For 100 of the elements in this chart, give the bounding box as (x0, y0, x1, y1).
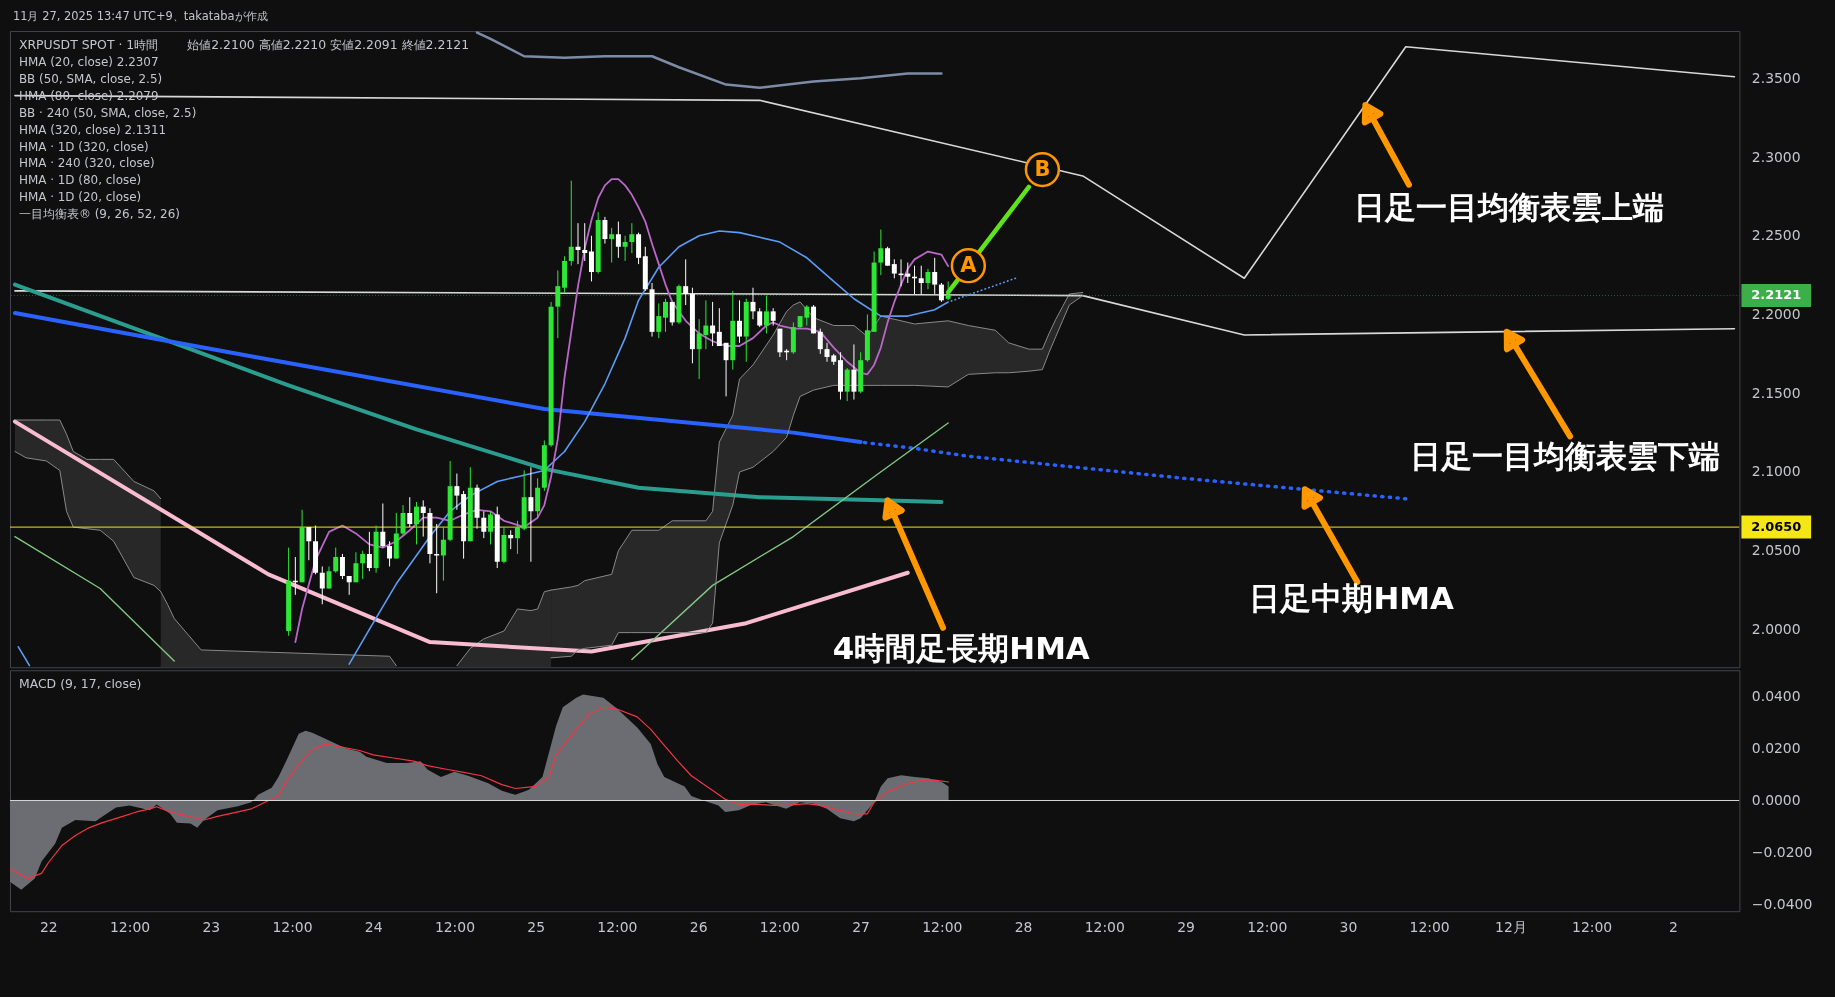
x-tick-label: 2 (1668, 918, 1678, 935)
annotation: BB (50, SMA, close, 2.5) (18, 71, 163, 86)
candlestick (844, 367, 850, 402)
y-tick-label: 2.0500 (1751, 542, 1801, 559)
candlestick (878, 228, 884, 276)
candlestick (508, 529, 514, 550)
candlestick (400, 504, 406, 536)
candlestick (339, 553, 345, 580)
x-tick-label: 22 (39, 918, 58, 935)
candlestick (353, 551, 359, 583)
annotation: 4時間足長期HMA (832, 629, 1090, 666)
candlestick (656, 302, 662, 339)
candlestick (757, 307, 763, 328)
x-tick-label: 12:00 (922, 918, 963, 935)
x-tick-label: 12:00 (1572, 918, 1613, 935)
candlestick (777, 328, 783, 358)
candlestick (514, 520, 520, 555)
annotation: HMA · 1D (20, close) (18, 190, 142, 205)
x-tick-label: 12:00 (1247, 918, 1288, 935)
candlestick (683, 258, 689, 306)
x-tick-label: 24 (364, 918, 383, 935)
y-tick-label: 2.1500 (1751, 384, 1801, 401)
candlestick (360, 550, 366, 580)
candlestick (380, 502, 386, 549)
y-tick-label: 0.0000 (1751, 791, 1801, 808)
candlestick (615, 221, 621, 259)
y-tick-label: −0.0200 (1751, 844, 1813, 861)
candlestick (528, 466, 534, 563)
annotation: 一目均衡表® (9, 26, 52, 26) (18, 207, 180, 222)
x-tick-label: 30 (1339, 918, 1358, 935)
candlestick (925, 268, 931, 290)
candlestick (622, 235, 628, 262)
candlestick (555, 269, 561, 339)
y-tick-label: −0.0400 (1751, 896, 1813, 913)
candlestick (366, 531, 372, 572)
candlestick (602, 216, 608, 245)
candlestick (387, 540, 393, 567)
candlestick (723, 342, 729, 397)
x-tick-label: 27 (852, 918, 870, 935)
annotation: BB · 240 (50, SMA, close, 2.5) (18, 105, 197, 120)
candlestick (414, 501, 419, 545)
y-tick-label: 2.2000 (1751, 305, 1801, 322)
x-tick-label: 12:00 (1084, 918, 1125, 935)
text: 始値2.2100 高値2.2210 安値2.2091 終値2.2121 (187, 36, 470, 52)
candlestick (851, 343, 857, 401)
x-tick-label: 23 (202, 918, 221, 935)
text: MACD (9, 17, close) (18, 676, 142, 692)
ref-line-label: 2.2121 (1751, 287, 1802, 303)
candlestick (407, 496, 413, 528)
y-tick-label: 2.3500 (1751, 69, 1801, 86)
candlestick (763, 295, 769, 334)
y-tick-label: 0.0400 (1751, 687, 1801, 704)
candlestick (885, 246, 891, 267)
line-series (12, 282, 944, 504)
candlestick (750, 287, 756, 320)
annotation: HMA · 1D (320, close) (18, 139, 149, 154)
x-tick-label: 28 (1014, 918, 1033, 935)
y-tick-label: 2.2500 (1751, 227, 1801, 244)
annotation: HMA · 1D (80, close) (18, 173, 142, 188)
annotation: HMA · 240 (320, close) (18, 156, 155, 171)
x-tick-label: 25 (527, 918, 546, 935)
candlestick (609, 227, 615, 264)
candlestick (918, 265, 924, 295)
candlestick (945, 280, 951, 301)
candlestick (454, 473, 460, 511)
y-tick-label: 2.1000 (1751, 463, 1801, 480)
x-tick-label: 12:00 (434, 918, 476, 935)
candlestick (817, 328, 823, 355)
candlestick (932, 257, 938, 295)
x-tick-label: 12:00 (759, 918, 800, 935)
candlestick (420, 499, 426, 538)
x-tick-label: 12:00 (1409, 918, 1450, 935)
annotation: HMA (320, close) 2.1311 (18, 122, 167, 137)
candlestick (629, 222, 635, 254)
y-tick-label: 2.3000 (1751, 148, 1801, 165)
annotation: HMA (20, close) 2.2307 (18, 54, 159, 69)
candlestick (306, 526, 312, 561)
annotation: A (960, 252, 978, 277)
y-tick-label: 2.0000 (1751, 620, 1801, 637)
text: XRPUSDT SPOT · 1時間 (18, 36, 159, 52)
candlestick (938, 282, 944, 303)
x-tick-label: 12:00 (109, 918, 151, 935)
x-tick-label: 26 (689, 918, 708, 935)
ref-line-label: 2.0650 (1751, 519, 1802, 535)
candlestick (568, 180, 574, 267)
candlestick (333, 547, 339, 574)
candlestick (440, 526, 446, 582)
x-tick-label: 12:00 (597, 918, 638, 935)
line-series (475, 31, 943, 89)
annotation: 日足一目均衡表雲下端 (1410, 438, 1721, 475)
candlestick (582, 222, 588, 262)
candlestick (716, 307, 722, 347)
line-series (14, 290, 1736, 336)
annotation: 日足中期HMA (1249, 579, 1454, 616)
candlestick (488, 510, 494, 545)
annotation: B (1034, 156, 1051, 181)
candlestick (710, 301, 716, 347)
x-tick-label: 12月 (1495, 918, 1527, 935)
candlestick (535, 477, 541, 519)
annotation: 日足一目均衡表雲上端 (1353, 188, 1664, 225)
